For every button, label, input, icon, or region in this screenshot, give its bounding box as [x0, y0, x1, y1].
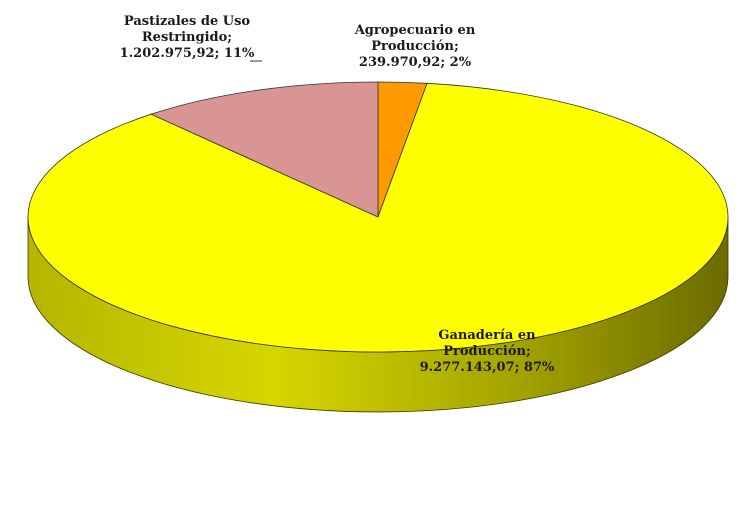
label-line: Pastizales de Uso: [124, 14, 251, 29]
slice-pastizales: [150, 81, 379, 218]
label-line: Agropecuario en: [354, 23, 476, 38]
label-pastizales: Pastizales de Uso Restringido; 1.202.975,9…: [120, 14, 255, 61]
pie-tops: [27, 81, 729, 353]
label-line: 9.277.143,07; 87%: [420, 360, 555, 375]
label-line: 1.202.975,92; 11%: [120, 46, 255, 61]
label-ganaderia: Ganadería en Producción; 9.277.143,07; 87%: [420, 328, 555, 375]
label-line: Ganadería en: [438, 328, 536, 343]
label-line: Producción;: [443, 344, 531, 359]
slice-labels: Agropecuario en Producción; 239.970,92; 2%…: [120, 14, 555, 375]
label-agropecuario: Agropecuario en Producción; 239.970,92; 2%: [354, 23, 476, 70]
label-line: Restringido;: [142, 30, 232, 45]
slice-ganaderia: [27, 82, 729, 353]
label-line: 239.970,92; 2%: [359, 55, 472, 70]
label-line: Producción;: [371, 39, 459, 54]
